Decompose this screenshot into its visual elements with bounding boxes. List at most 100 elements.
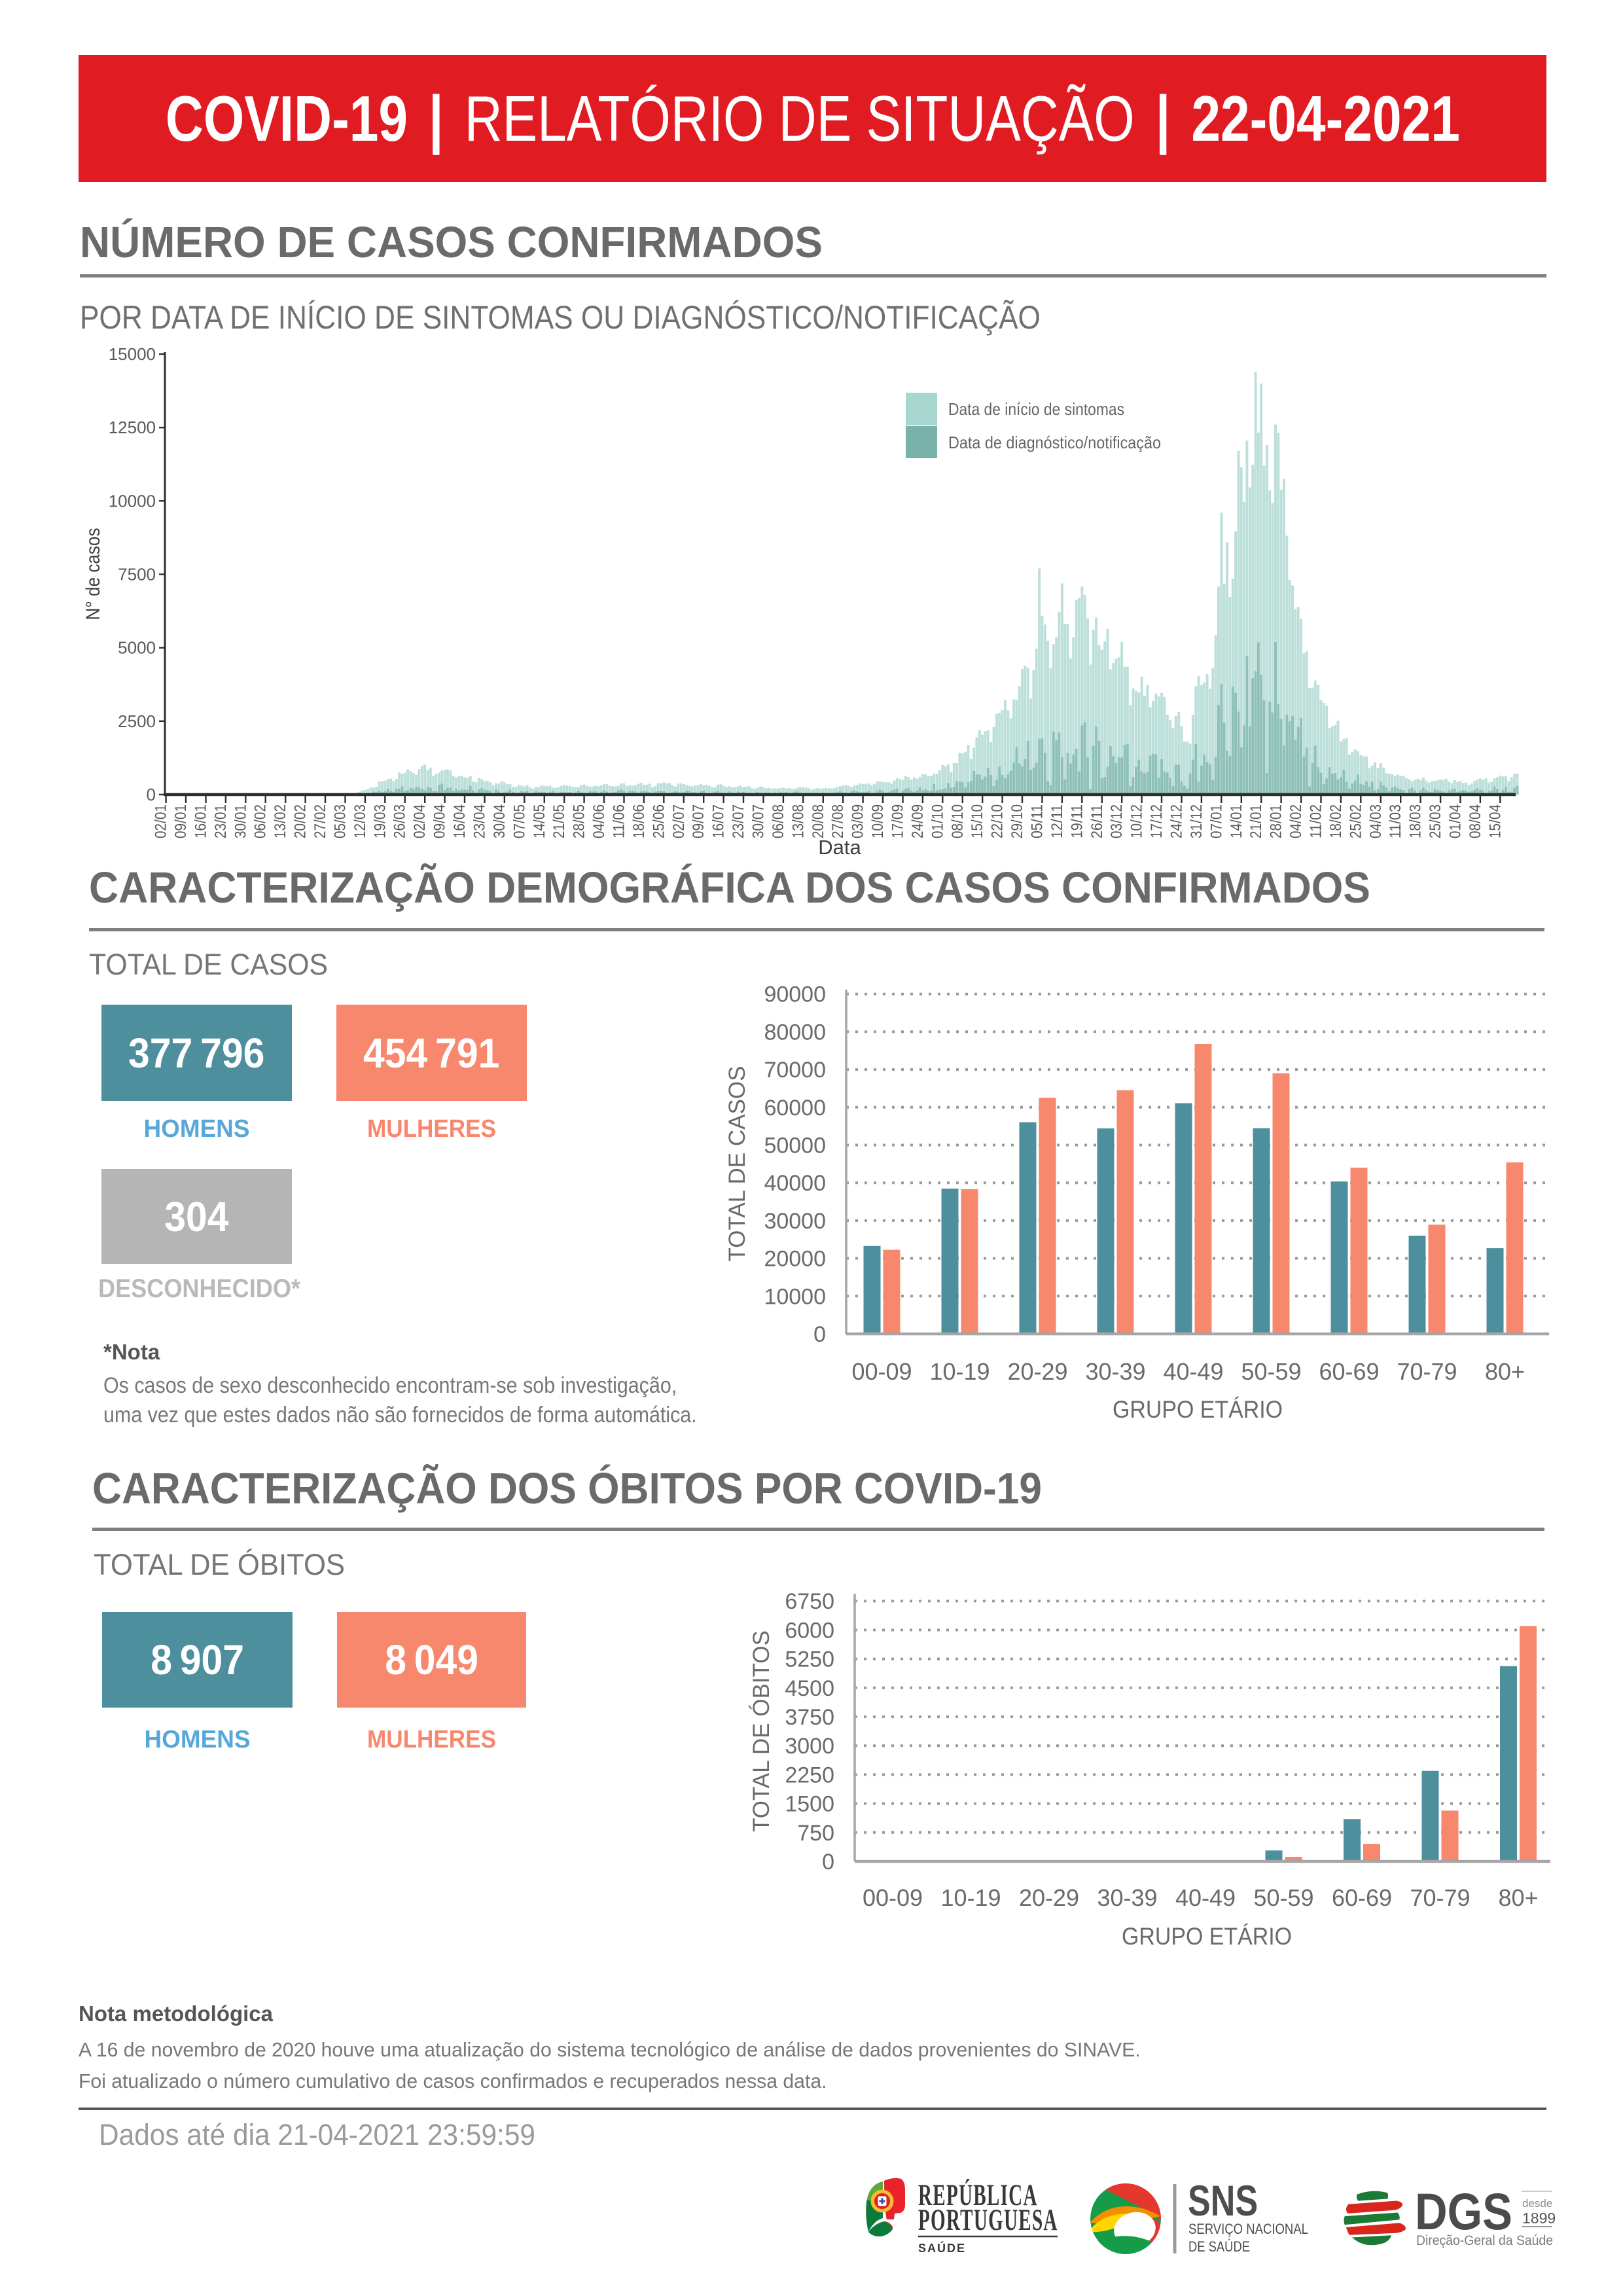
svg-text:7500: 7500 (118, 565, 156, 584)
svg-text:60000: 60000 (764, 1096, 826, 1121)
svg-text:09/04: 09/04 (431, 804, 449, 838)
svg-text:0: 0 (822, 1850, 834, 1874)
svg-text:11/02: 11/02 (1308, 804, 1325, 838)
svg-text:06/02: 06/02 (252, 804, 270, 838)
svg-text:14/01: 14/01 (1228, 804, 1245, 838)
svg-text:04/02: 04/02 (1287, 804, 1305, 838)
svg-text:13/08: 13/08 (789, 804, 807, 838)
svg-text:06/08: 06/08 (770, 804, 787, 838)
svg-text:750: 750 (797, 1821, 834, 1846)
svg-text:01/04: 01/04 (1447, 804, 1465, 838)
svg-text:0: 0 (813, 1322, 826, 1347)
svg-text:50-59: 50-59 (1241, 1358, 1301, 1385)
svg-text:04/06: 04/06 (590, 804, 608, 838)
svg-text:3000: 3000 (785, 1734, 834, 1759)
svg-text:40000: 40000 (764, 1171, 826, 1196)
svg-text:27/08: 27/08 (829, 804, 847, 838)
svg-text:19/03: 19/03 (371, 804, 389, 838)
svg-text:10000: 10000 (109, 491, 156, 511)
svg-text:08/04: 08/04 (1467, 804, 1484, 838)
svg-text:09/01: 09/01 (172, 804, 190, 838)
svg-text:DGS: DGS (1415, 2183, 1512, 2241)
svg-text:14/05: 14/05 (531, 804, 548, 838)
svg-text:10-19: 10-19 (929, 1358, 990, 1385)
svg-text:5250: 5250 (785, 1647, 834, 1672)
svg-text:00-09: 00-09 (863, 1884, 923, 1911)
svg-text:22/10: 22/10 (989, 804, 1007, 838)
svg-text:PORTUGUESA: PORTUGUESA (918, 2203, 1058, 2237)
svg-text:Direção-Geral da Saúde: Direção-Geral da Saúde (1416, 2233, 1553, 2248)
svg-text:02/01: 02/01 (152, 804, 170, 838)
svg-text:Data: Data (818, 836, 861, 859)
svg-text:23/01: 23/01 (212, 804, 230, 838)
svg-text:12/11: 12/11 (1048, 804, 1066, 838)
svg-text:50000: 50000 (764, 1134, 826, 1158)
svg-text:19/11: 19/11 (1068, 804, 1086, 838)
svg-text:80+: 80+ (1498, 1884, 1538, 1911)
svg-text:18/02: 18/02 (1327, 804, 1345, 838)
svg-text:21/01: 21/01 (1247, 804, 1265, 838)
svg-text:GRUPO ETÁRIO: GRUPO ETÁRIO (1113, 1396, 1283, 1423)
svg-text:1899: 1899 (1522, 2210, 1556, 2227)
svg-text:08/10: 08/10 (949, 804, 967, 838)
svg-text:25/06: 25/06 (650, 804, 668, 838)
svg-text:60-69: 60-69 (1319, 1358, 1379, 1385)
svg-text:Data de diagnóstico/notificaçã: Data de diagnóstico/notificação (948, 433, 1161, 452)
svg-text:2250: 2250 (785, 1763, 834, 1787)
svg-text:25/02: 25/02 (1347, 804, 1364, 838)
svg-text:16/07: 16/07 (710, 804, 728, 838)
svg-text:GRUPO ETÁRIO: GRUPO ETÁRIO (1122, 1923, 1292, 1950)
svg-text:26/03: 26/03 (391, 804, 409, 838)
svg-text:DE SAÚDE: DE SAÚDE (1188, 2238, 1250, 2255)
svg-text:03/09: 03/09 (849, 804, 867, 838)
svg-text:30/07: 30/07 (750, 804, 768, 838)
svg-text:31/12: 31/12 (1188, 804, 1205, 838)
svg-text:Data de início de sintomas: Data de início de sintomas (948, 399, 1124, 419)
svg-text:24/12: 24/12 (1168, 804, 1186, 838)
svg-text:00-09: 00-09 (851, 1358, 912, 1385)
svg-text:26/11: 26/11 (1088, 804, 1106, 838)
svg-text:16/04: 16/04 (451, 804, 469, 838)
svg-text:20/02: 20/02 (292, 804, 310, 838)
svg-text:02/04: 02/04 (411, 804, 429, 838)
svg-text:70000: 70000 (764, 1058, 826, 1083)
svg-text:N° de casos: N° de casos (82, 528, 103, 620)
svg-text:TOTAL DE CASOS: TOTAL DE CASOS (724, 1066, 750, 1262)
svg-text:SNS: SNS (1188, 2176, 1258, 2225)
svg-text:18/03: 18/03 (1407, 804, 1425, 838)
svg-text:60-69: 60-69 (1332, 1884, 1392, 1911)
svg-text:21/05: 21/05 (550, 804, 568, 838)
svg-text:30/01: 30/01 (232, 804, 249, 838)
svg-text:desde: desde (1522, 2197, 1552, 2210)
svg-text:07/05: 07/05 (510, 804, 528, 838)
svg-text:15/04: 15/04 (1486, 804, 1504, 838)
svg-text:40-49: 40-49 (1163, 1358, 1223, 1385)
svg-text:09/07: 09/07 (690, 804, 707, 838)
svg-text:70-79: 70-79 (1410, 1884, 1470, 1911)
svg-text:80+: 80+ (1485, 1358, 1525, 1385)
svg-text:11/06: 11/06 (611, 804, 628, 838)
svg-text:10/12: 10/12 (1128, 804, 1146, 838)
svg-text:6000: 6000 (785, 1618, 834, 1643)
svg-text:70-79: 70-79 (1397, 1358, 1457, 1385)
svg-text:TOTAL DE ÓBITOS: TOTAL DE ÓBITOS (749, 1630, 774, 1832)
svg-text:01/10: 01/10 (929, 804, 946, 838)
svg-text:25/03: 25/03 (1427, 804, 1444, 838)
svg-text:27/02: 27/02 (312, 804, 329, 838)
svg-text:30-39: 30-39 (1097, 1884, 1157, 1911)
svg-text:29/10: 29/10 (1008, 804, 1026, 838)
svg-text:15000: 15000 (109, 344, 156, 364)
svg-text:18/06: 18/06 (630, 804, 648, 838)
svg-text:10/09: 10/09 (869, 804, 887, 838)
svg-text:REPÚBLICA: REPÚBLICA (918, 2178, 1038, 2212)
svg-text:30/04: 30/04 (491, 804, 508, 838)
svg-text:12500: 12500 (109, 418, 156, 437)
svg-text:20000: 20000 (764, 1247, 826, 1272)
svg-text:05/03: 05/03 (332, 804, 349, 838)
svg-text:2500: 2500 (118, 711, 156, 731)
svg-text:0: 0 (147, 785, 156, 804)
svg-text:20-29: 20-29 (1019, 1884, 1079, 1911)
svg-text:20/08: 20/08 (810, 804, 827, 838)
svg-text:02/07: 02/07 (670, 804, 688, 838)
svg-text:4500: 4500 (785, 1676, 834, 1701)
